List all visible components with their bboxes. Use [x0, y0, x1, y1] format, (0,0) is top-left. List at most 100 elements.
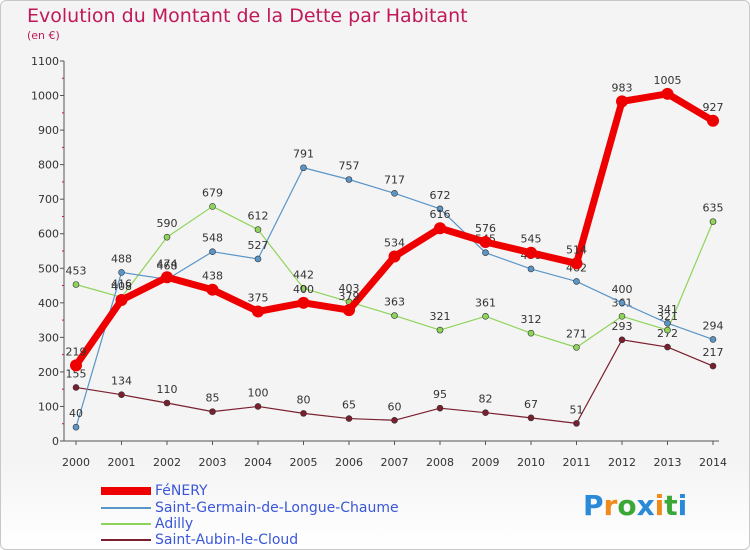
- data-point: [482, 409, 489, 416]
- data-point: [436, 404, 444, 412]
- data-point: [527, 265, 535, 273]
- data-point: [707, 114, 719, 127]
- x-tick-label: 2010: [517, 456, 545, 469]
- x-tick-label: 2014: [699, 456, 727, 469]
- data-point: [300, 410, 307, 417]
- legend-swatch-saint-germain: [101, 507, 151, 509]
- data-point: [479, 236, 492, 249]
- data-point: [391, 416, 398, 424]
- data-label: 361: [475, 296, 496, 309]
- data-label: 321: [657, 310, 678, 323]
- data-label: 82: [479, 393, 493, 406]
- data-point: [709, 218, 717, 225]
- y-tick-label: 800: [38, 159, 59, 172]
- data-point: [618, 312, 626, 320]
- logo-letter: P: [583, 489, 604, 522]
- data-point: [573, 344, 580, 351]
- legend-label-saint-aubin: Saint-Aubin-le-Cloud: [155, 532, 299, 548]
- data-point: [525, 246, 537, 259]
- data-point: [664, 319, 671, 327]
- data-point: [254, 226, 262, 233]
- x-tick-label: 2003: [199, 456, 227, 469]
- data-label: 375: [248, 291, 269, 304]
- x-tick-label: 2002: [153, 456, 181, 469]
- data-label: 312: [521, 313, 542, 326]
- data-point: [709, 336, 717, 343]
- data-label: 379: [339, 290, 360, 303]
- data-label: 474: [157, 257, 178, 270]
- data-point: [297, 296, 310, 309]
- logo-letter: i: [654, 489, 665, 522]
- legend-swatch-fenery: [101, 487, 151, 495]
- data-label: 80: [297, 393, 311, 406]
- y-tick-label: 100: [38, 400, 59, 413]
- legend-label-saint-germain: Saint-Germain-de-Longue-Chaume: [155, 500, 399, 516]
- data-point: [436, 205, 444, 213]
- legend-item-adilly: Adilly: [101, 516, 501, 532]
- data-label: 219: [66, 345, 87, 358]
- data-point: [163, 399, 171, 407]
- data-label: 679: [202, 186, 223, 199]
- data-point: [254, 255, 262, 263]
- data-label: 717: [384, 173, 405, 186]
- data-label: 134: [111, 375, 132, 388]
- logo-letter: r: [603, 489, 618, 522]
- x-tick-label: 2000: [62, 456, 90, 469]
- x-tick-label: 2004: [244, 456, 272, 469]
- logo-letter: i: [677, 489, 688, 522]
- y-tick-label: 300: [38, 331, 59, 344]
- x-tick-label: 2005: [290, 456, 318, 469]
- data-label: 408: [111, 280, 132, 293]
- x-tick-label: 2012: [608, 456, 636, 469]
- logo-letter: t: [664, 489, 678, 522]
- data-label: 488: [111, 252, 132, 265]
- y-tick-label: 900: [38, 124, 59, 137]
- data-point: [709, 362, 717, 370]
- y-tick-label: 400: [38, 297, 59, 310]
- data-point: [345, 176, 353, 183]
- data-point: [482, 312, 489, 320]
- data-label: 927: [703, 101, 724, 114]
- legend-label-fenery: FéNERY: [155, 483, 208, 499]
- x-tick-label: 2006: [335, 456, 363, 469]
- legend-swatch-adilly: [101, 523, 151, 525]
- data-point: [252, 305, 264, 318]
- y-tick-label: 700: [38, 193, 59, 206]
- data-label: 294: [703, 319, 724, 332]
- data-point: [661, 87, 674, 100]
- data-label: 85: [206, 392, 220, 405]
- data-label: 442: [293, 268, 314, 281]
- data-label: 416: [111, 277, 132, 290]
- data-point: [72, 384, 80, 391]
- data-point: [482, 249, 489, 257]
- data-label: 590: [157, 217, 178, 230]
- data-point: [391, 190, 398, 197]
- x-tick-label: 2001: [108, 456, 136, 469]
- logo-letter: x: [636, 489, 655, 522]
- data-label: 983: [612, 81, 633, 94]
- legend-item-saint-germain: Saint-Germain-de-Longue-Chaume: [101, 500, 501, 516]
- data-label: 110: [157, 383, 178, 396]
- data-label: 321: [430, 310, 451, 323]
- data-label: 51: [570, 403, 584, 416]
- data-label: 453: [66, 265, 87, 278]
- data-point: [209, 248, 216, 255]
- y-tick-label: 1000: [31, 90, 59, 103]
- x-tick-label: 2011: [563, 456, 591, 469]
- data-label: 576: [475, 222, 496, 235]
- data-label: 217: [703, 346, 724, 359]
- data-label: 548: [202, 232, 223, 245]
- y-tick-label: 200: [38, 366, 59, 379]
- data-point: [436, 326, 444, 334]
- data-label: 400: [612, 283, 633, 296]
- data-label: 271: [566, 327, 587, 340]
- data-label: 400: [293, 283, 314, 296]
- data-point: [570, 257, 583, 270]
- data-point: [72, 281, 80, 288]
- legend-swatch-saint-aubin: [101, 539, 151, 541]
- data-point: [118, 391, 125, 399]
- data-point: [391, 312, 398, 319]
- y-tick-label: 1100: [31, 55, 59, 68]
- y-tick-label: 600: [38, 228, 59, 241]
